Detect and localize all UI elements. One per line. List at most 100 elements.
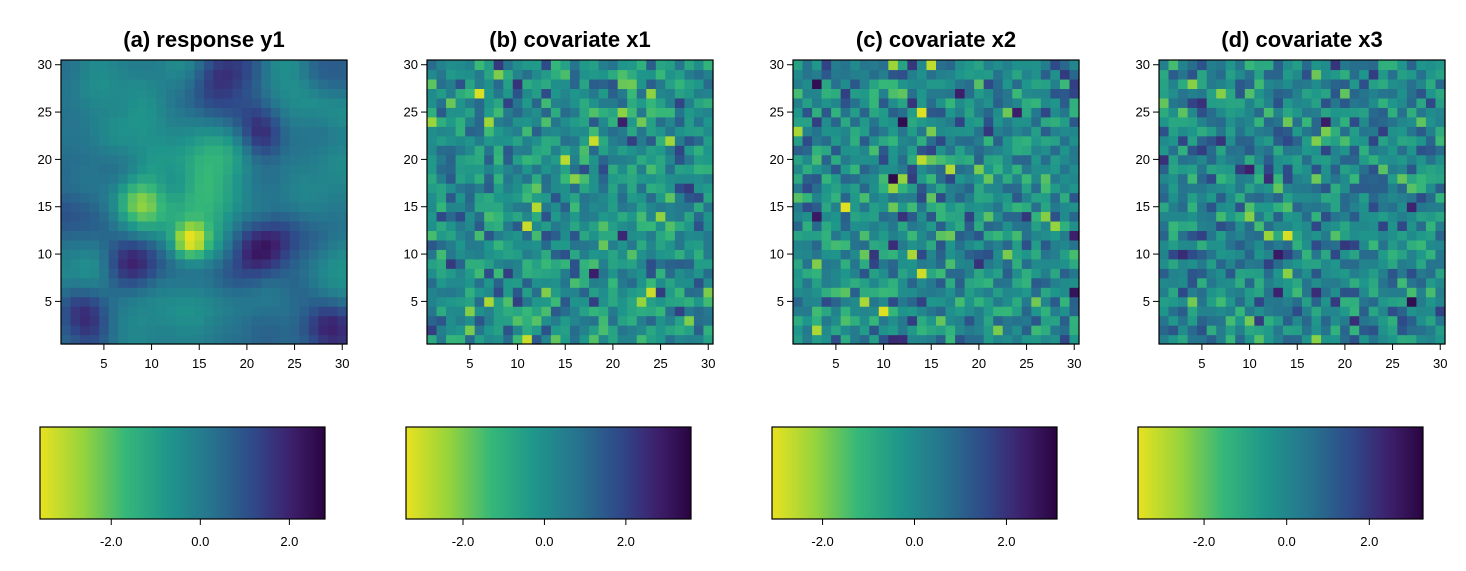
heatmap-cell	[280, 183, 291, 194]
heatmap-cell	[61, 126, 72, 137]
heatmap-cell	[579, 268, 590, 279]
heatmap-cell	[812, 97, 823, 108]
heatmap-cell	[840, 325, 851, 336]
heatmap-cell	[1359, 230, 1370, 241]
heatmap-cell	[636, 325, 647, 336]
heatmap-cell	[1340, 145, 1351, 156]
heatmap-cell	[270, 211, 281, 222]
heatmap-cell	[503, 230, 514, 241]
heatmap-cell	[251, 78, 262, 89]
heatmap-cell	[907, 116, 918, 127]
heatmap-cell	[840, 202, 851, 213]
heatmap-cell	[1321, 78, 1332, 89]
heatmap-cell	[1069, 287, 1080, 298]
colorbar-tick-label: 0.0	[191, 534, 209, 549]
heatmap-cell	[1435, 97, 1446, 108]
heatmap-cell	[1050, 315, 1061, 326]
heatmap-cell	[465, 202, 476, 213]
heatmap-cell	[137, 173, 148, 184]
heatmap-cell	[1254, 287, 1265, 298]
heatmap-cell	[955, 306, 966, 317]
heatmap-cell	[1040, 220, 1051, 231]
heatmap-cell	[869, 306, 880, 317]
heatmap-cell	[1187, 126, 1198, 137]
heatmap-cell	[636, 202, 647, 213]
heatmap-cell	[665, 145, 676, 156]
heatmap-cell	[270, 287, 281, 298]
heatmap-cell	[589, 249, 600, 260]
heatmap-cell	[308, 202, 319, 213]
heatmap-cell	[99, 116, 110, 127]
heatmap-cell	[165, 60, 176, 71]
heatmap-cell	[327, 107, 339, 118]
heatmap-cell	[1031, 334, 1042, 345]
heatmap-cell	[327, 164, 339, 175]
heatmap-cell	[1292, 107, 1303, 118]
heatmap-cell	[1416, 296, 1427, 307]
heatmap-cell	[165, 287, 176, 298]
heatmap-cell	[474, 296, 485, 307]
heatmap-cell	[1416, 60, 1427, 71]
heatmap-cell	[70, 296, 81, 307]
heatmap-cell	[1069, 116, 1080, 127]
heatmap-cell	[484, 97, 495, 108]
heatmap-cell	[1235, 145, 1246, 156]
heatmap-cell	[916, 268, 928, 279]
heatmap-cell	[1254, 126, 1265, 137]
heatmap-cell	[1416, 306, 1427, 317]
heatmap-cell	[1069, 249, 1080, 260]
heatmap-cell	[1359, 145, 1370, 156]
heatmap-cell	[693, 306, 705, 317]
heatmap-cell	[1340, 164, 1351, 175]
heatmap-cell	[955, 183, 966, 194]
heatmap-cell	[1187, 154, 1198, 165]
heatmap-cell	[251, 192, 262, 203]
heatmap-cell	[926, 202, 937, 213]
heatmap-cell	[280, 220, 291, 231]
heatmap-cell	[1273, 315, 1284, 326]
heatmap-cell	[617, 239, 628, 250]
heatmap-cell	[474, 258, 485, 269]
heatmap-cell	[1050, 211, 1061, 222]
heatmap-cell	[793, 116, 804, 127]
heatmap-cell	[859, 277, 870, 288]
heatmap-cell	[1435, 88, 1446, 99]
heatmap-cell	[137, 306, 148, 317]
heatmap-cell	[261, 287, 272, 298]
heatmap-cell	[465, 126, 476, 137]
heatmap-cell	[1378, 306, 1389, 317]
heatmap-cell	[1168, 268, 1179, 279]
heatmap-cell	[1359, 258, 1370, 269]
heatmap-cell	[194, 220, 205, 231]
heatmap-cell	[70, 258, 81, 269]
heatmap-cell	[850, 334, 861, 345]
heatmap-cell	[1387, 334, 1398, 345]
heatmap-cell	[840, 69, 851, 80]
heatmap-cell	[1206, 230, 1217, 241]
heatmap-cell	[1012, 164, 1023, 175]
heatmap-cell	[70, 277, 81, 288]
heatmap-cell	[474, 315, 485, 326]
heatmap-cell	[280, 107, 291, 118]
heatmap-cell	[1368, 69, 1379, 80]
heatmap-cell	[137, 78, 148, 89]
heatmap-cell	[1168, 202, 1179, 213]
heatmap-cell	[1349, 60, 1360, 71]
heatmap-cell	[840, 154, 851, 165]
heatmap-cell	[541, 135, 552, 146]
heatmap-cell	[617, 173, 628, 184]
heatmap-cell	[1244, 164, 1255, 175]
heatmap-cell	[484, 249, 495, 260]
heatmap-cell	[223, 145, 234, 156]
heatmap-cell	[550, 173, 562, 184]
heatmap-cell	[484, 154, 495, 165]
heatmap-cell	[484, 277, 495, 288]
heatmap-cell	[598, 78, 609, 89]
heatmap-cell	[1225, 126, 1236, 137]
heatmap-cell	[232, 154, 243, 165]
heatmap-cell	[270, 249, 281, 260]
heatmap-cell	[1059, 173, 1071, 184]
heatmap-cell	[89, 239, 100, 250]
heatmap-cell	[299, 192, 310, 203]
heatmap-cell	[137, 211, 148, 222]
